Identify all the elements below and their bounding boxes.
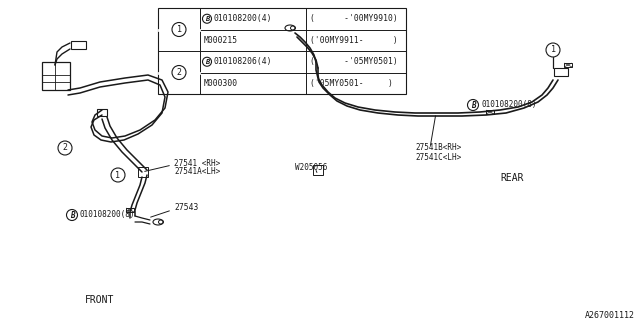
Bar — [158, 8, 406, 94]
Text: ('05MY0501-     ): ('05MY0501- ) — [310, 79, 393, 88]
Text: B: B — [470, 100, 476, 109]
Text: 010108200(8): 010108200(8) — [80, 211, 136, 220]
Circle shape — [111, 168, 125, 182]
Bar — [313, 165, 323, 175]
Bar — [42, 62, 70, 90]
Text: M000215: M000215 — [204, 36, 238, 45]
Text: 010108200(8): 010108200(8) — [481, 100, 536, 109]
Text: 2: 2 — [177, 68, 182, 77]
Text: 1: 1 — [115, 171, 120, 180]
Circle shape — [202, 57, 211, 66]
Circle shape — [58, 141, 72, 155]
Bar — [127, 208, 134, 212]
Text: 010108206(4): 010108206(4) — [213, 57, 271, 66]
Text: B: B — [205, 59, 209, 65]
Bar — [138, 167, 148, 177]
Circle shape — [546, 43, 560, 57]
Text: W205056: W205056 — [295, 164, 328, 172]
Text: 27541C<LH>: 27541C<LH> — [415, 154, 461, 163]
Circle shape — [172, 22, 186, 36]
Bar — [70, 41, 86, 49]
Text: 1: 1 — [550, 45, 556, 54]
Text: 27541B<RH>: 27541B<RH> — [415, 143, 461, 153]
Text: B: B — [70, 211, 74, 220]
Text: 27541 <RH>: 27541 <RH> — [174, 158, 220, 167]
Text: FRONT: FRONT — [85, 295, 115, 305]
Text: B: B — [205, 16, 209, 22]
Text: A267001112: A267001112 — [585, 310, 635, 319]
Circle shape — [202, 14, 211, 23]
Text: 1: 1 — [177, 25, 182, 34]
Text: 010108200(4): 010108200(4) — [213, 14, 271, 23]
Bar — [564, 63, 572, 67]
Bar — [486, 110, 493, 114]
Text: 2: 2 — [63, 143, 67, 153]
Text: 27541A<LH>: 27541A<LH> — [174, 167, 220, 177]
Text: (      -'00MY9910): ( -'00MY9910) — [310, 14, 397, 23]
Circle shape — [467, 100, 479, 110]
Circle shape — [172, 66, 186, 79]
Text: 27543: 27543 — [174, 203, 198, 212]
Bar — [97, 108, 107, 116]
Circle shape — [67, 210, 77, 220]
Text: (      -'05MY0501): ( -'05MY0501) — [310, 57, 397, 66]
Text: REAR: REAR — [500, 173, 524, 183]
Bar — [554, 68, 568, 76]
Text: M000300: M000300 — [204, 79, 238, 88]
Text: ('00MY9911-      ): ('00MY9911- ) — [310, 36, 397, 45]
